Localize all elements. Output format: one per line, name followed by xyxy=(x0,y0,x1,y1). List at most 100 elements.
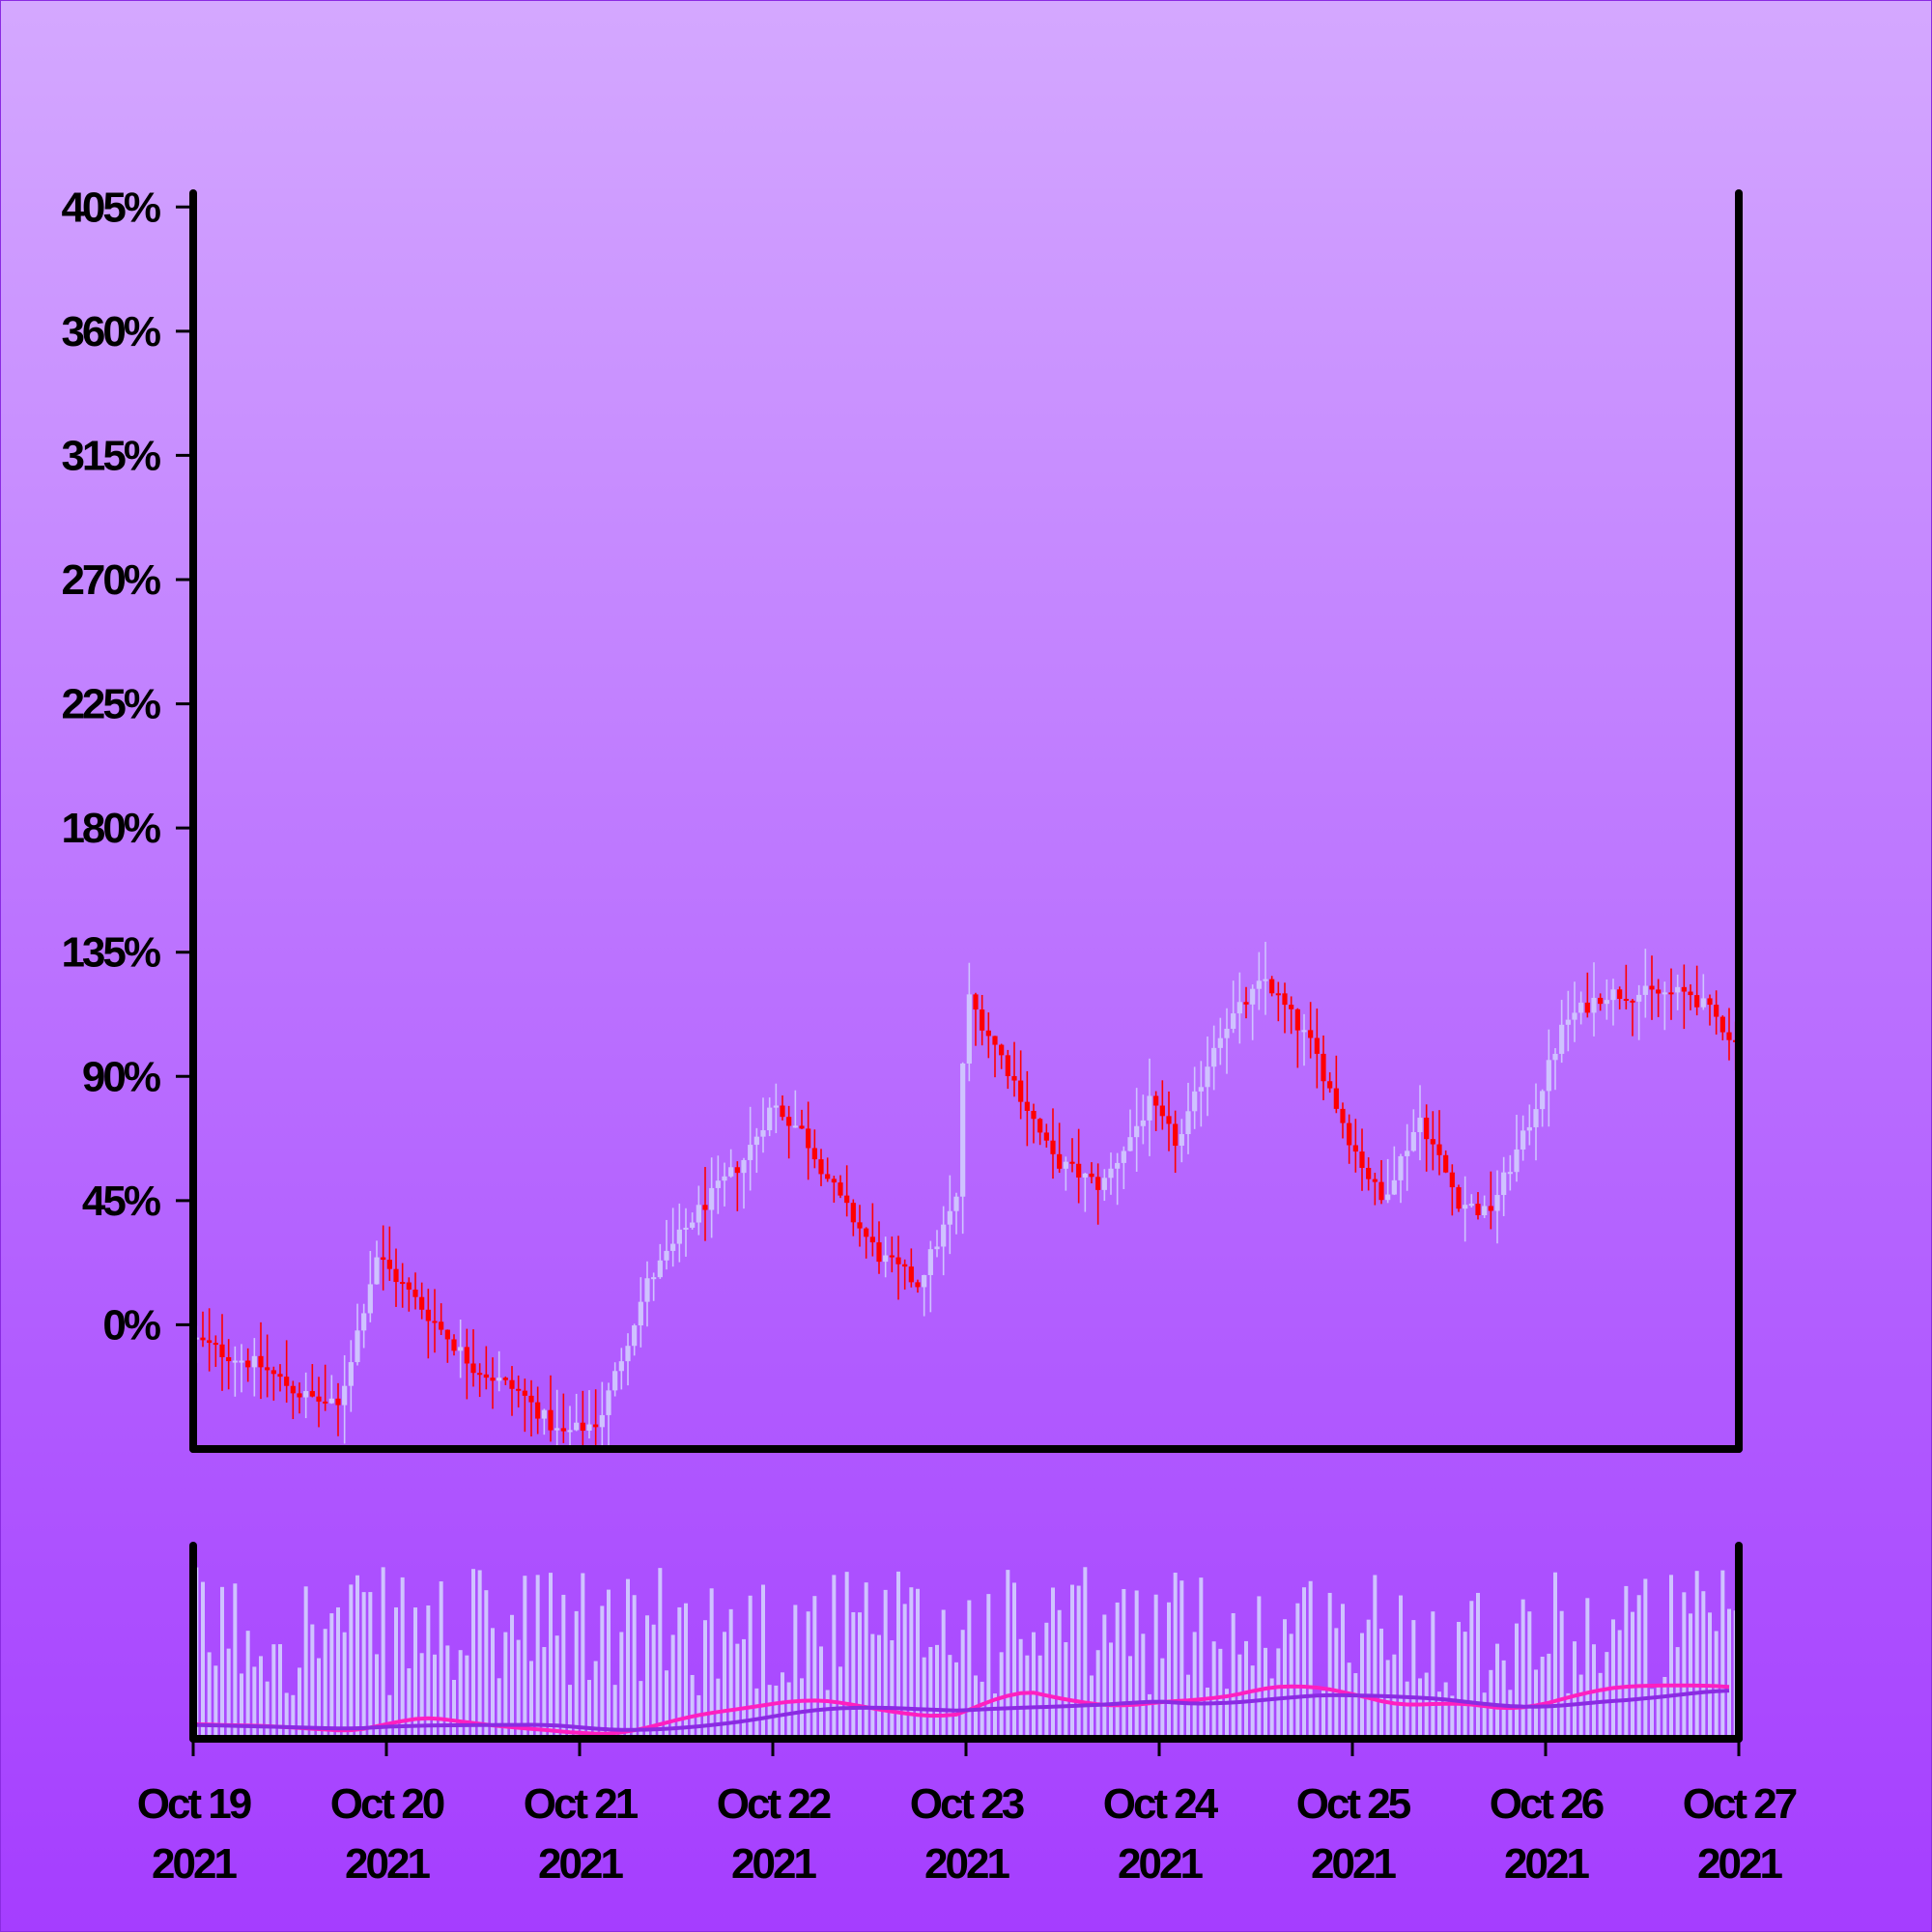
candle-body xyxy=(277,1374,283,1378)
volume-bar xyxy=(1321,1690,1325,1739)
candle-body xyxy=(947,1210,952,1225)
volume-bar xyxy=(1218,1648,1223,1739)
candle-body xyxy=(1198,1087,1204,1092)
candle-body xyxy=(483,1374,489,1378)
candle-body xyxy=(1173,1123,1179,1147)
x-tick-label-month: Oct 25 xyxy=(1296,1780,1411,1828)
volume-bar xyxy=(1051,1587,1055,1739)
candle-body xyxy=(1211,1047,1217,1067)
volume-bar xyxy=(1083,1567,1088,1739)
volume-bar xyxy=(593,1661,598,1739)
volume-bar xyxy=(761,1584,765,1739)
candle-body xyxy=(1321,1053,1326,1082)
volume-bar xyxy=(748,1595,753,1739)
candle-body xyxy=(825,1174,831,1179)
volume-bar xyxy=(1694,1571,1699,1739)
candle-body xyxy=(1185,1111,1191,1135)
candle-body xyxy=(1443,1154,1449,1173)
volume-bar xyxy=(516,1639,521,1739)
volume-bar xyxy=(1018,1638,1023,1739)
volume-bar xyxy=(1044,1622,1049,1739)
candle-body xyxy=(1378,1181,1384,1201)
candle-body xyxy=(1559,1024,1565,1054)
x-tick-label-year: 2021 xyxy=(1697,1840,1782,1888)
candle-body xyxy=(554,1428,560,1431)
candle-body xyxy=(1572,1012,1577,1020)
candle-body xyxy=(657,1260,663,1278)
candle-body xyxy=(470,1363,476,1374)
volume-bar xyxy=(1231,1612,1236,1739)
volume-bar xyxy=(1624,1585,1629,1739)
volume-bar xyxy=(1128,1656,1132,1739)
candle-body xyxy=(760,1130,766,1137)
candle-body xyxy=(1236,1002,1242,1014)
volume-bar xyxy=(993,1693,997,1739)
candle-body xyxy=(1449,1172,1455,1188)
volume-bar xyxy=(381,1567,385,1739)
volume-bar xyxy=(317,1658,321,1739)
x-tick-label-month: Oct 27 xyxy=(1683,1780,1797,1828)
volume-bar xyxy=(1520,1599,1525,1739)
volume-bar xyxy=(1308,1580,1313,1739)
y-tick-label: 90% xyxy=(82,1053,160,1100)
candle-body xyxy=(1598,997,1604,1005)
volume-bar xyxy=(960,1630,965,1739)
candle-body xyxy=(560,1428,566,1432)
volume-bar xyxy=(1656,1685,1661,1739)
volume-bar xyxy=(1611,1619,1615,1739)
volume-bar xyxy=(1057,1609,1062,1739)
volume-bar xyxy=(542,1647,547,1739)
volume-bar xyxy=(1476,1592,1480,1739)
candle-body xyxy=(509,1379,515,1389)
volume-bar xyxy=(201,1581,205,1739)
candle-body xyxy=(941,1224,947,1247)
volume-bar xyxy=(535,1575,540,1739)
volume-bar xyxy=(1457,1621,1461,1739)
candle-body xyxy=(335,1398,341,1406)
candle-body xyxy=(625,1346,631,1362)
x-tick-label-year: 2021 xyxy=(345,1840,430,1888)
candle-body xyxy=(412,1289,418,1297)
volume-bar xyxy=(471,1569,475,1739)
volume-bar xyxy=(1257,1596,1262,1739)
x-tick-label-month: Oct 24 xyxy=(1103,1780,1219,1828)
volume-bar xyxy=(291,1694,296,1739)
candle-body xyxy=(1636,994,1642,1002)
x-axis: Oct 19 2021 Oct 20 2021 Oct 21 2021 Oct 22 2021… xyxy=(137,1542,1800,1888)
volume-bar xyxy=(1669,1575,1673,1739)
volume-bar xyxy=(1327,1592,1332,1739)
volume-bar xyxy=(1508,1690,1513,1739)
volume-bar xyxy=(1708,1612,1712,1739)
volume-bar xyxy=(1720,1570,1725,1739)
volume-bar xyxy=(754,1688,759,1739)
candle-body xyxy=(1726,1032,1732,1040)
candle-body xyxy=(1520,1130,1526,1150)
volume-bar xyxy=(1037,1655,1042,1739)
candle-body xyxy=(644,1278,650,1302)
candle-body xyxy=(535,1402,541,1419)
volume-bar xyxy=(1283,1619,1287,1739)
candle-body xyxy=(1694,995,1700,1008)
candle-body xyxy=(1507,1172,1513,1175)
candle-body xyxy=(715,1180,721,1188)
candle-body xyxy=(908,1266,914,1283)
volume-bar xyxy=(793,1605,798,1739)
volume-bar xyxy=(877,1634,881,1739)
candle-body xyxy=(599,1414,605,1428)
candle-body xyxy=(973,994,979,1010)
volume-bar xyxy=(1469,1601,1474,1739)
volume-bar xyxy=(303,1586,308,1739)
candle-body xyxy=(1584,1002,1590,1013)
volume-bar xyxy=(954,1662,958,1739)
volume-bar xyxy=(1431,1611,1435,1739)
volume-bar xyxy=(233,1583,238,1739)
candle-body xyxy=(1050,1140,1056,1154)
volume-bar xyxy=(658,1568,663,1739)
volume-bar xyxy=(220,1586,224,1739)
candle-body xyxy=(664,1250,669,1261)
candle-body xyxy=(844,1195,850,1204)
candle-body xyxy=(638,1301,643,1326)
candle-body xyxy=(1159,1105,1165,1117)
candle-body xyxy=(876,1242,882,1263)
volume-bar xyxy=(742,1638,746,1739)
